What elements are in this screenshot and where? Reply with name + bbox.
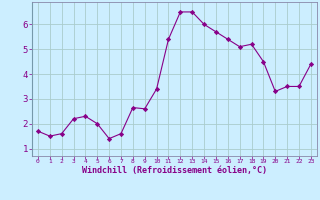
X-axis label: Windchill (Refroidissement éolien,°C): Windchill (Refroidissement éolien,°C) (82, 166, 267, 175)
